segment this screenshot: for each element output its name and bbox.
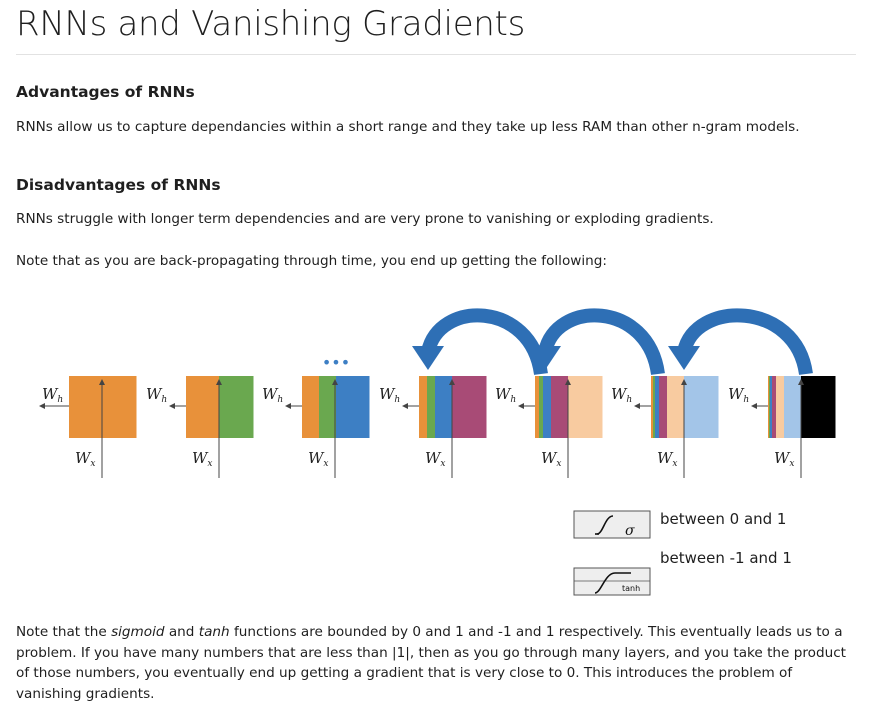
cell-stripe: [219, 376, 254, 438]
disadvantages-heading: Disadvantages of RNNs: [16, 176, 221, 194]
rnn-cell: [651, 376, 719, 438]
wx-label: Wx: [308, 449, 329, 469]
backprop-arc: [677, 308, 813, 376]
disadvantages-paragraph: RNNs struggle with longer term dependenc…: [16, 211, 714, 227]
cell-stripe: [551, 376, 569, 438]
backprop-arrowhead: [668, 346, 700, 370]
cell-stripe: [769, 376, 771, 438]
backprop-arc: [538, 308, 665, 376]
backprop-arc: [421, 308, 548, 376]
cell-stripe: [69, 376, 137, 438]
cell-stripe: [776, 376, 785, 438]
wh-label: Wh: [146, 385, 167, 405]
wx-label: Wx: [657, 449, 678, 469]
sigma-symbol: σ: [625, 523, 635, 539]
wh-label: Wh: [262, 385, 283, 405]
cell-stripe: [302, 376, 320, 438]
title-divider: [16, 54, 856, 55]
cell-stripe: [684, 376, 719, 438]
backprop-arrowhead: [412, 346, 444, 370]
bottom-text-3: functions are bounded by 0 and 1 and -1 …: [16, 624, 847, 702]
cell-stripe: [768, 376, 770, 438]
cell-stripe: [535, 376, 540, 438]
wh-label: Wh: [379, 385, 400, 405]
bottom-paragraph: Note that the sigmoid and tanh functions…: [16, 622, 846, 704]
cell-stripe: [452, 376, 487, 438]
rnn-cell: [535, 376, 603, 438]
wx-label: Wx: [75, 449, 96, 469]
cell-stripe: [336, 376, 370, 438]
cell-stripe: [539, 376, 544, 438]
rnn-cell: [768, 376, 836, 438]
cell-stripe: [784, 376, 802, 438]
rnn-cell: [419, 376, 487, 438]
note-paragraph: Note that as you are back-propagating th…: [16, 253, 607, 269]
cell-stripe: [419, 376, 428, 438]
cell-stripe: [653, 376, 656, 438]
tanh-symbol: tanh: [622, 584, 640, 593]
advantages-heading: Advantages of RNNs: [16, 83, 195, 101]
cell-stripe: [667, 376, 685, 438]
cell-stripe: [655, 376, 660, 438]
advantages-paragraph: RNNs allow us to capture dependancies wi…: [16, 119, 800, 135]
cell-stripe: [801, 376, 836, 438]
cell-stripe: [186, 376, 220, 438]
cell-stripe: [772, 376, 777, 438]
cell-stripe: [435, 376, 453, 438]
wh-label: Wh: [495, 385, 516, 405]
sigmoid-icon: σ: [573, 510, 651, 539]
wh-label: Wh: [42, 385, 63, 405]
wh-label: Wh: [611, 385, 632, 405]
cell-stripe: [568, 376, 603, 438]
ellipsis-dots: •••: [322, 353, 350, 372]
tanh-range-text: between -1 and 1: [660, 549, 792, 567]
wx-label: Wx: [425, 449, 446, 469]
wx-label: Wx: [774, 449, 795, 469]
tanh-icon: tanh: [573, 567, 651, 596]
wx-label: Wx: [541, 449, 562, 469]
bottom-text-1: Note that the: [16, 624, 112, 640]
rnn-cell: [186, 376, 254, 438]
cell-stripe: [427, 376, 436, 438]
activation-legend-icons: σ tanh: [573, 510, 651, 596]
cell-stripe: [651, 376, 654, 438]
rnn-cell: [302, 376, 370, 438]
sigmoid-range-text: between 0 and 1: [660, 510, 787, 528]
page-title: RNNs and Vanishing Gradients: [16, 4, 526, 44]
rnn-cell: [69, 376, 137, 438]
sigmoid-term: sigmoid: [111, 624, 165, 640]
backprop-arrowhead: [529, 346, 561, 370]
tanh-term: tanh: [198, 624, 230, 640]
rnn-backprop-diagram: Wh Wh Wh Wh Wh Wh Wh Wx Wx Wx Wx Wx Wx Wx •••: [39, 308, 836, 478]
wx-label: Wx: [192, 449, 213, 469]
bottom-text-2: and: [164, 624, 199, 640]
cell-stripe: [319, 376, 337, 438]
wh-label: Wh: [728, 385, 749, 405]
cell-stripe: [659, 376, 668, 438]
cell-stripe: [543, 376, 552, 438]
cell-stripe: [770, 376, 773, 438]
